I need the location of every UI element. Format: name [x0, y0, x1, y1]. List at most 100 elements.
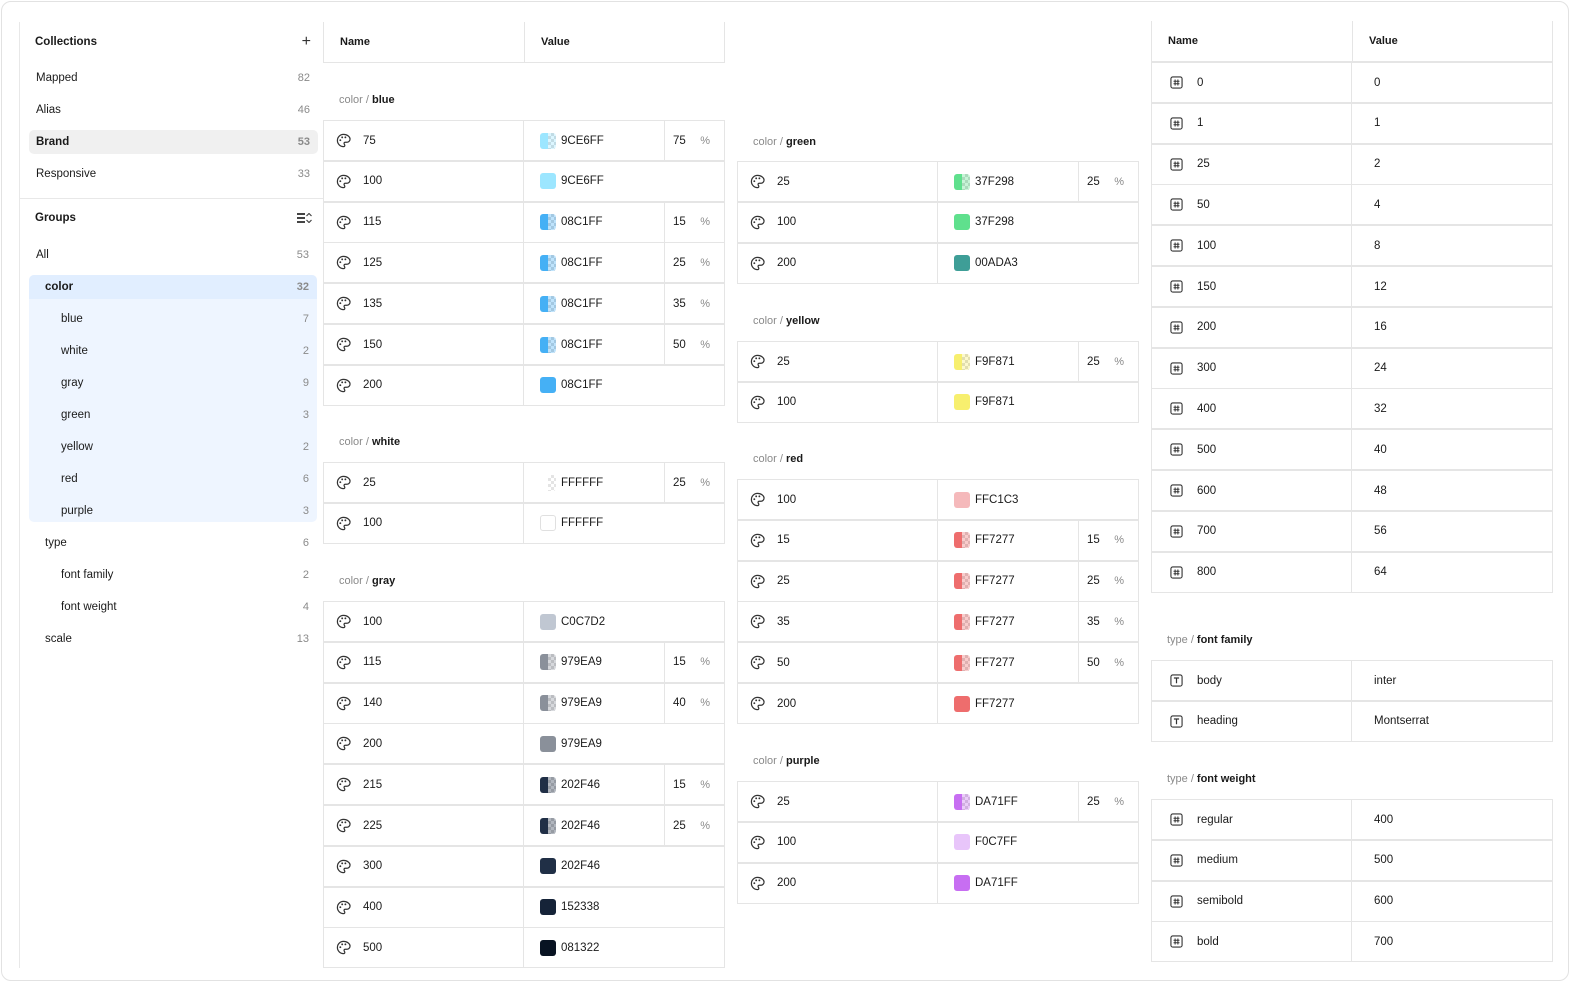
table-row[interactable]: 200 DA71FF [737, 862, 1139, 904]
color-swatch[interactable] [954, 695, 970, 712]
token-value-cell[interactable]: 9CE6FF [524, 162, 724, 201]
token-name-cell[interactable]: 500 [324, 928, 524, 968]
alpha-input[interactable]: 25% [664, 463, 724, 502]
table-row[interactable]: 225 202F46 25% [323, 805, 725, 846]
table-row[interactable]: body inter [1151, 660, 1553, 701]
color-swatch[interactable] [540, 654, 556, 671]
token-value-cell[interactable]: 600 [1352, 882, 1552, 921]
token-name-cell[interactable]: 100 [1152, 226, 1352, 266]
token-value-cell[interactable]: FFFFFF 25% [524, 463, 724, 502]
token-name-cell[interactable]: 225 [324, 806, 524, 845]
color-swatch[interactable] [954, 214, 970, 231]
alpha-input[interactable]: 15% [664, 765, 724, 805]
token-value-cell[interactable]: F9F871 25% [938, 342, 1138, 381]
alpha-input[interactable]: 40% [664, 683, 724, 723]
token-name-cell[interactable]: 700 [1152, 511, 1352, 551]
table-row[interactable]: 15 FF7277 15% [737, 519, 1139, 561]
token-value-cell[interactable]: 2 [1352, 145, 1552, 184]
token-name-cell[interactable]: body [1152, 661, 1352, 700]
table-row[interactable]: regular 400 [1151, 799, 1553, 840]
table-row[interactable]: 25 FF7277 25% [737, 560, 1139, 602]
color-swatch[interactable] [540, 254, 556, 271]
token-name-cell[interactable]: 500 [1152, 430, 1352, 470]
table-row[interactable]: 400 152338 [323, 886, 725, 928]
color-swatch[interactable] [954, 834, 970, 851]
group-item[interactable]: All 53 [29, 243, 317, 267]
token-name-cell[interactable]: heading [1152, 701, 1352, 741]
color-swatch[interactable] [954, 793, 970, 810]
group-item[interactable]: type 6 [29, 531, 317, 555]
token-name-cell[interactable]: bold [1152, 922, 1352, 962]
table-row[interactable]: 35 FF7277 35% [737, 601, 1139, 643]
token-value-cell[interactable]: FFFFFF [524, 504, 724, 543]
table-row[interactable]: bold 700 [1151, 921, 1553, 963]
token-name-cell[interactable]: 300 [324, 846, 524, 886]
table-row[interactable]: semibold 600 [1151, 880, 1553, 922]
color-swatch[interactable] [540, 214, 556, 231]
token-value-cell[interactable]: 08C1FF [524, 366, 724, 405]
table-row[interactable]: 100 9CE6FF [323, 160, 725, 202]
token-value-cell[interactable]: 979EA9 [524, 724, 724, 763]
table-row[interactable]: 25 2 [1151, 143, 1553, 185]
table-row[interactable]: 150 08C1FF 50% [323, 324, 725, 365]
token-name-cell[interactable]: 800 [1152, 552, 1352, 592]
color-swatch[interactable] [540, 377, 556, 394]
color-swatch[interactable] [954, 353, 970, 370]
token-value-cell[interactable]: DA71FF 25% [938, 782, 1138, 821]
alpha-input[interactable]: 15% [1078, 520, 1138, 560]
token-name-cell[interactable]: 100 [738, 382, 938, 422]
token-name-cell[interactable]: 200 [324, 365, 524, 405]
table-row[interactable]: 500 081322 [323, 927, 725, 969]
color-swatch[interactable] [540, 735, 556, 752]
table-row[interactable]: 75 9CE6FF 75% [323, 120, 725, 161]
table-row[interactable]: 100 F0C7FF [737, 821, 1139, 863]
group-item[interactable]: scale 13 [29, 627, 317, 651]
color-swatch[interactable] [540, 899, 556, 916]
plus-icon[interactable]: + [301, 33, 311, 50]
token-name-cell[interactable]: 100 [738, 822, 938, 862]
token-name-cell[interactable]: 100 [324, 161, 524, 201]
color-swatch[interactable] [540, 939, 556, 956]
table-row[interactable]: 400 32 [1151, 388, 1553, 430]
color-swatch[interactable] [954, 394, 970, 411]
token-value-cell[interactable]: 700 [1352, 922, 1552, 961]
table-row[interactable]: 150 12 [1151, 266, 1553, 307]
alpha-input[interactable]: 75% [664, 121, 724, 160]
token-value-cell[interactable]: 40 [1352, 430, 1552, 469]
token-name-cell[interactable]: 100 [324, 602, 524, 641]
alpha-input[interactable]: 25% [664, 243, 724, 283]
token-name-cell[interactable]: 300 [1152, 348, 1352, 388]
alpha-input[interactable]: 50% [1078, 643, 1138, 683]
color-swatch[interactable] [540, 336, 556, 353]
alpha-input[interactable]: 50% [664, 325, 724, 364]
group-item[interactable]: red 6 [29, 467, 317, 491]
token-name-cell[interactable]: 200 [738, 863, 938, 903]
token-value-cell[interactable]: Montserrat [1352, 702, 1552, 741]
table-row[interactable]: 300 24 [1151, 347, 1553, 389]
token-name-cell[interactable]: 75 [324, 121, 524, 160]
group-item[interactable]: white 2 [29, 339, 317, 363]
collection-item[interactable]: Mapped 82 [29, 66, 318, 90]
token-value-cell[interactable]: 56 [1352, 512, 1552, 551]
collection-item[interactable]: Responsive 33 [29, 162, 318, 186]
token-value-cell[interactable]: 24 [1352, 349, 1552, 388]
token-name-cell[interactable]: 200 [738, 243, 938, 283]
table-row[interactable]: 140 979EA9 40% [323, 682, 725, 724]
token-name-cell[interactable]: 600 [1152, 471, 1352, 510]
token-value-cell[interactable]: 202F46 [524, 847, 724, 886]
table-row[interactable]: 25 DA71FF 25% [737, 781, 1139, 822]
color-swatch[interactable] [540, 776, 556, 793]
token-name-cell[interactable]: 135 [324, 284, 524, 324]
token-name-cell[interactable]: 215 [324, 765, 524, 805]
token-name-cell[interactable]: 50 [738, 643, 938, 683]
group-item[interactable]: font family 2 [29, 563, 317, 587]
token-value-cell[interactable]: C0C7D2 [524, 602, 724, 641]
token-name-cell[interactable]: 25 [1152, 144, 1352, 184]
token-value-cell[interactable]: 979EA9 15% [524, 642, 724, 682]
table-row[interactable]: 100 FFC1C3 [737, 479, 1139, 520]
color-swatch[interactable] [540, 695, 556, 712]
token-value-cell[interactable]: FF7277 35% [938, 602, 1138, 642]
color-swatch[interactable] [540, 132, 556, 149]
group-item[interactable]: green 3 [29, 403, 317, 427]
